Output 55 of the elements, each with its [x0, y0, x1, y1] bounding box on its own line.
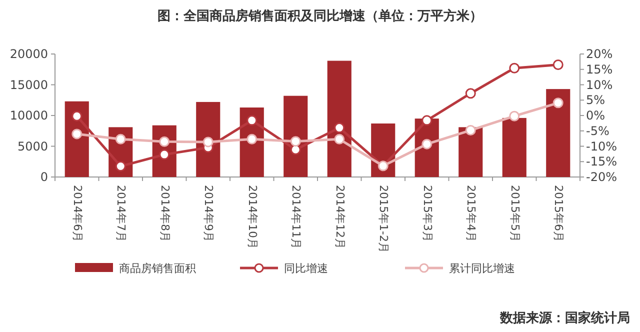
y-tick-label: 15000	[10, 78, 48, 92]
y2-tick-label: -15%	[586, 154, 618, 169]
point	[465, 125, 476, 136]
y2-tick-label: 5%	[586, 93, 606, 108]
point	[202, 136, 214, 148]
y2-tick-label: -10%	[586, 139, 618, 154]
y-tick-label: 10000	[10, 108, 48, 122]
x-tick-label: 2015年6月	[552, 185, 566, 242]
x-tick-label: 2015年4月	[464, 185, 478, 242]
point	[552, 60, 564, 70]
y-tick-label: 5000	[17, 139, 48, 154]
point	[72, 110, 82, 122]
legend-label: 同比增速	[284, 262, 328, 275]
x-tick-label: 2014年12月	[333, 185, 346, 249]
legend-label: 累计同比增速	[449, 262, 515, 275]
y-tick-label: 0	[40, 170, 48, 184]
point	[422, 138, 432, 150]
bar	[502, 118, 526, 177]
x-tick-label: 2015年1-2月	[377, 185, 390, 253]
y2-tick-label: 20%	[586, 47, 613, 61]
point	[115, 134, 126, 144]
chart-title: 图：全国商品房销售面积及同比增速（单位：万平方米）	[158, 8, 482, 24]
x-tick-label: 2014年8月	[158, 185, 172, 242]
legend-label: 商品房销售面积	[119, 262, 196, 275]
y2-tick-label: -5%	[586, 124, 610, 138]
point	[246, 134, 258, 144]
point	[290, 136, 301, 147]
y2-tick-label: 10%	[586, 78, 613, 92]
y2-tick-label: 0%	[586, 108, 606, 122]
point	[72, 128, 82, 140]
point	[509, 110, 520, 122]
point	[334, 134, 345, 144]
bar	[546, 89, 570, 177]
source-note: 数据来源：国家统计局	[499, 310, 630, 326]
point	[465, 88, 476, 99]
point	[422, 115, 432, 126]
x-tick-label: 2015年5月	[508, 185, 522, 242]
bar	[327, 60, 352, 177]
point	[552, 98, 564, 108]
y-tick-label: 20000	[10, 47, 48, 61]
x-tick-label: 2014年11月	[290, 185, 303, 249]
x-tick-label: 2014年9月	[202, 185, 216, 242]
y2-tick-label: 15%	[586, 62, 613, 76]
point	[115, 160, 126, 172]
bar	[458, 127, 483, 177]
point	[334, 122, 345, 134]
point	[509, 62, 520, 74]
x-tick-label: 2014年7月	[114, 185, 128, 242]
y2-tick-label: -20%	[586, 170, 618, 184]
point	[159, 136, 170, 147]
x-tick-label: 2015年3月	[420, 185, 434, 242]
x-tick-label: 2014年6月	[70, 185, 84, 242]
point	[246, 115, 258, 126]
x-tick-label: 2014年10月	[246, 185, 259, 249]
point	[159, 149, 170, 160]
